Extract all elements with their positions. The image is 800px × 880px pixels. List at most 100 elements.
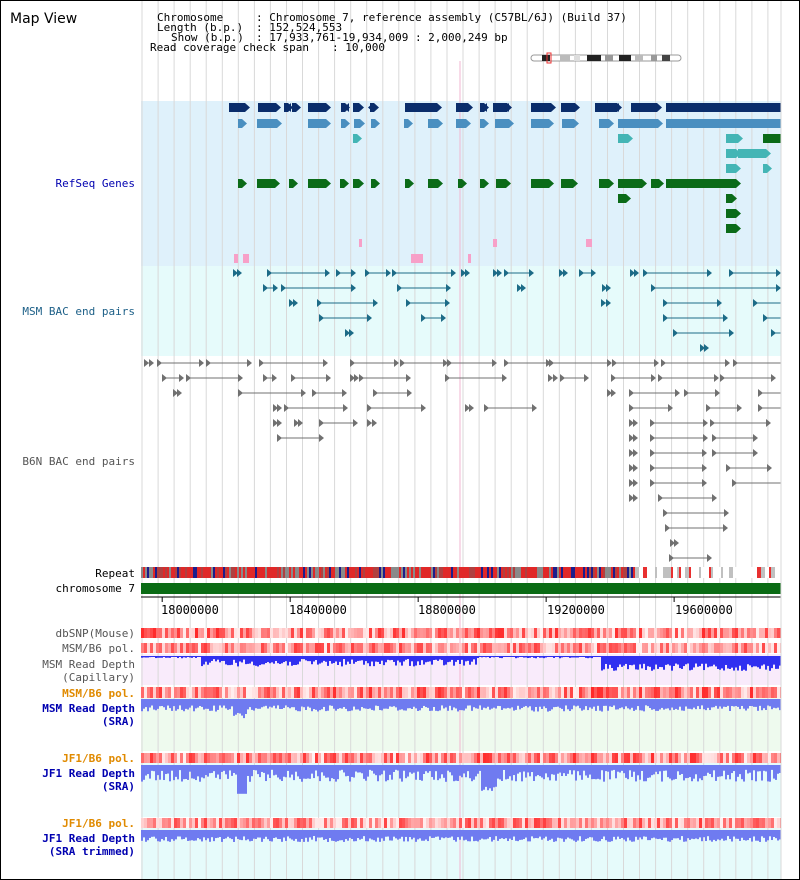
read-depth-bar [575, 699, 577, 707]
read-depth-bar [339, 765, 341, 771]
repeat-segment [167, 567, 169, 578]
bac-end [654, 359, 659, 367]
read-depth-bar [179, 699, 181, 706]
repeat-segment [441, 567, 443, 578]
polymorphism-cell [234, 628, 237, 638]
bac-end [293, 299, 298, 307]
polymorphism-cell [195, 628, 198, 638]
track-label-msm-bac[interactable]: MSM BAC end pairs [22, 305, 135, 318]
read-depth-bar [141, 699, 143, 712]
gene-exon [496, 179, 506, 188]
read-depth-bar [465, 656, 467, 662]
read-depth-bar [707, 656, 709, 668]
polymorphism-cell [315, 753, 318, 763]
polymorphism-cell [714, 628, 717, 638]
read-depth-bar [481, 656, 483, 658]
read-depth-bar [521, 830, 523, 840]
repeat-segment [691, 567, 693, 578]
polymorphism-cell [159, 643, 162, 653]
polymorphism-cell [213, 687, 216, 698]
read-depth-bar [189, 656, 191, 658]
polymorphism-cell [519, 643, 522, 653]
polymorphism-cell [516, 753, 519, 763]
polymorphism-cell [501, 687, 504, 698]
read-depth-bar [387, 656, 389, 660]
polymorphism-cell [321, 643, 324, 653]
ideogram-band [587, 55, 601, 61]
gene-exon [371, 179, 375, 188]
polymorphism-cell [483, 628, 486, 638]
gene-exon [738, 149, 766, 158]
polymorphism-cell [333, 628, 336, 638]
repeat-segment [601, 567, 603, 578]
repeat-segment [351, 567, 353, 578]
gene-arrow [242, 179, 247, 188]
read-depth-bar [335, 765, 337, 782]
read-depth-bar [293, 830, 295, 841]
polymorphism-cell [486, 818, 489, 828]
read-depth-bar [407, 830, 409, 842]
polymorphism-cell [750, 753, 753, 763]
polymorphism-cell [291, 643, 294, 653]
read-depth-bar [397, 765, 399, 771]
read-depth-bar [475, 656, 477, 665]
track-label-b6n-bac[interactable]: B6N BAC end pairs [22, 455, 135, 468]
read-depth-bar [421, 765, 423, 781]
polymorphism-cell [777, 687, 780, 698]
read-depth-bar [291, 699, 293, 708]
read-depth-bar [209, 656, 211, 663]
polymorphism-cell [387, 818, 390, 828]
polymorphism-cell [144, 628, 147, 638]
read-depth-bar [425, 765, 427, 772]
polymorphism-cell [675, 687, 678, 698]
polymorphism-cell [234, 818, 237, 828]
polymorphism-cell [351, 753, 354, 763]
read-depth-bar [679, 830, 681, 840]
read-depth-bar [625, 765, 627, 778]
read-depth-bar [741, 765, 743, 780]
bac-end [484, 404, 489, 412]
read-depth-bar [309, 656, 311, 662]
read-depth-bar [675, 699, 677, 709]
bac-end [492, 359, 497, 367]
read-depth-bar [601, 656, 603, 671]
read-depth-bar [565, 656, 567, 657]
polymorphism-cell [300, 753, 303, 763]
read-depth-bar [711, 656, 713, 667]
read-depth-bar [353, 656, 355, 664]
read-depth-bar [467, 699, 469, 706]
read-depth-bar [741, 830, 743, 838]
read-depth-bar [437, 699, 439, 712]
read-depth-bar [553, 699, 555, 708]
polymorphism-cell [159, 628, 162, 638]
gene-arrow [245, 103, 250, 112]
read-depth-bar [485, 765, 487, 787]
polymorphism-cell [741, 753, 744, 763]
polymorphism-cell [603, 818, 606, 828]
read-depth-bar [229, 765, 231, 771]
repeat-segment [503, 567, 505, 578]
polymorphism-cell [765, 628, 768, 638]
polymorphism-cell [273, 628, 276, 638]
read-depth-bar [503, 699, 505, 709]
polymorphism-cell [333, 753, 336, 763]
polymorphism-cell [219, 643, 222, 653]
polymorphism-cell [306, 687, 309, 698]
read-depth-bar [445, 656, 447, 665]
read-depth-bar [433, 765, 435, 780]
bac-end [712, 449, 717, 457]
read-depth-bar [703, 656, 705, 671]
polymorphism-cell [327, 818, 330, 828]
repeat-segment [541, 567, 543, 578]
track-label-refseq-genes[interactable]: RefSeq Genes [55, 177, 135, 190]
polymorphism-cell [540, 753, 543, 763]
polymorphism-cell [171, 818, 174, 828]
repeat-segment [599, 567, 601, 578]
read-depth-bar [197, 656, 199, 657]
read-depth-bar [673, 699, 675, 710]
read-depth-bar [707, 699, 709, 708]
polymorphism-cell [393, 643, 396, 653]
bac-end [319, 419, 324, 427]
read-depth-bar [509, 699, 511, 709]
